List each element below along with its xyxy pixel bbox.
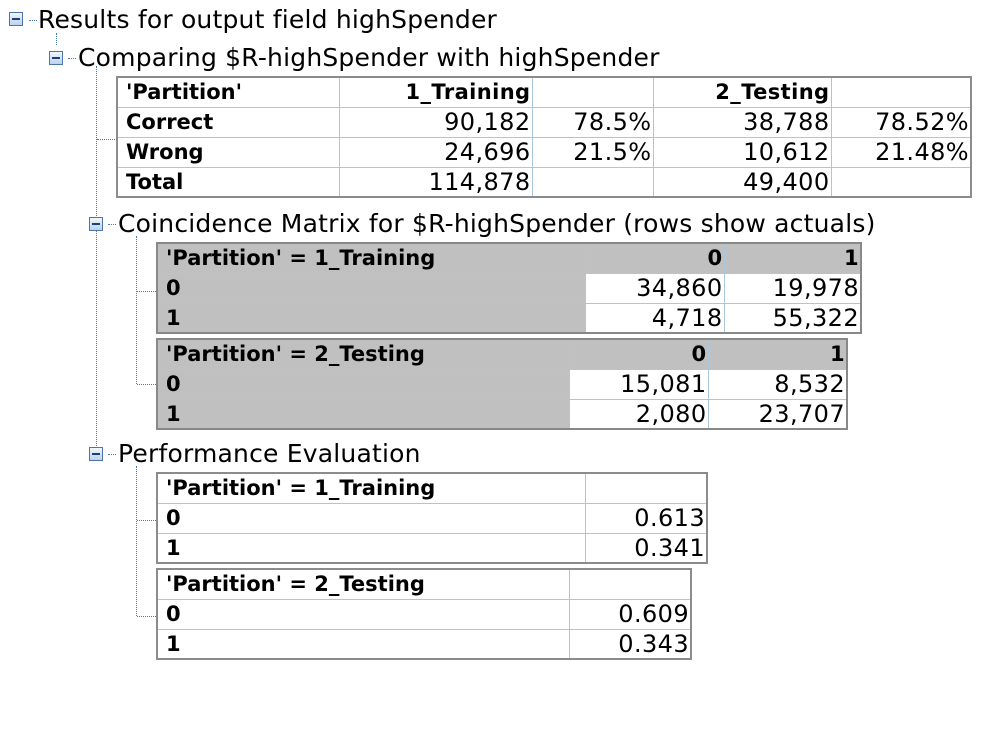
table-header-row: 'Partition' = 1_Training 0 1 bbox=[156, 242, 862, 274]
table-header-row: 'Partition' = 1_Training bbox=[156, 472, 708, 504]
table-header-cell: 'Partition' = 1_Training bbox=[156, 472, 586, 504]
tree-node-results[interactable]: Results for output field highSpender bbox=[38, 5, 498, 34]
tree-line bbox=[108, 224, 116, 225]
table-header-cell: 2_Testing bbox=[652, 76, 832, 108]
row-label: Correct bbox=[116, 106, 340, 138]
collapse-toggle-icon[interactable] bbox=[9, 12, 23, 26]
table-cell: 49,400 bbox=[652, 166, 832, 198]
table-header-row: 'Partition' = 2_Testing 0 1 bbox=[156, 338, 848, 370]
table-cell: 90,182 bbox=[338, 106, 533, 138]
table-cell: 15,081 bbox=[568, 368, 709, 400]
performance-table-training: 'Partition' = 1_Training 0 0.613 1 0.341 bbox=[156, 472, 708, 564]
table-header-row: 'Partition' 1_Training 2_Testing bbox=[116, 76, 972, 108]
tree-line bbox=[96, 66, 97, 454]
table-header-cell bbox=[830, 76, 972, 108]
tree-line bbox=[137, 384, 156, 385]
row-label: 0 bbox=[156, 272, 586, 304]
table-cell: 0.613 bbox=[584, 502, 708, 534]
coincidence-table-testing: 'Partition' = 2_Testing 0 1 0 15,081 8,5… bbox=[156, 338, 848, 430]
table-cell: 0.343 bbox=[568, 628, 692, 660]
tree-line bbox=[136, 466, 137, 616]
tree-line bbox=[56, 33, 57, 45]
table-row: 0 15,081 8,532 bbox=[156, 368, 848, 400]
table-header-cell: 'Partition' = 2_Testing bbox=[156, 338, 570, 370]
table-row: Wrong 24,696 21.5% 10,612 21.48% bbox=[116, 136, 972, 168]
table-cell: 0.341 bbox=[584, 532, 708, 564]
table-cell: 24,696 bbox=[338, 136, 533, 168]
table-header-row: 'Partition' = 2_Testing bbox=[156, 568, 692, 600]
table-header-cell: 1 bbox=[723, 242, 862, 274]
table-cell: 4,718 bbox=[584, 302, 725, 334]
table-cell: 34,860 bbox=[584, 272, 725, 304]
row-label: 1 bbox=[156, 532, 586, 564]
table-cell: 78.52% bbox=[830, 106, 972, 138]
table-cell: 23,707 bbox=[707, 398, 848, 430]
table-row: 1 0.343 bbox=[156, 628, 692, 660]
table-header-cell: 'Partition' = 1_Training bbox=[156, 242, 586, 274]
table-header-cell: 1 bbox=[707, 338, 848, 370]
table-cell: 21.48% bbox=[830, 136, 972, 168]
table-header-cell: 1_Training bbox=[338, 76, 533, 108]
table-cell: 2,080 bbox=[568, 398, 709, 430]
table-cell: 114,878 bbox=[338, 166, 533, 198]
row-label: 1 bbox=[156, 302, 586, 334]
collapse-toggle-icon[interactable] bbox=[89, 447, 103, 461]
row-label: Wrong bbox=[116, 136, 340, 168]
tree-node-comparing[interactable]: Comparing $R-highSpender with highSpende… bbox=[78, 43, 660, 72]
tree-line bbox=[68, 58, 76, 59]
tree-node-coincidence-matrix[interactable]: Coincidence Matrix for $R-highSpender (r… bbox=[118, 209, 876, 238]
table-cell: 38,788 bbox=[652, 106, 832, 138]
comparing-table: 'Partition' 1_Training 2_Testing Correct… bbox=[116, 76, 972, 198]
tree-line bbox=[97, 139, 115, 140]
table-header-cell bbox=[531, 76, 654, 108]
table-cell bbox=[531, 166, 654, 198]
table-header-cell: 'Partition' = 2_Testing bbox=[156, 568, 570, 600]
table-cell: 10,612 bbox=[652, 136, 832, 168]
row-label: 0 bbox=[156, 502, 586, 534]
collapse-toggle-icon[interactable] bbox=[89, 217, 103, 231]
tree-line bbox=[29, 20, 37, 21]
tree-line bbox=[136, 236, 137, 384]
tree-line bbox=[137, 616, 156, 617]
tree-node-performance-evaluation[interactable]: Performance Evaluation bbox=[118, 439, 421, 468]
table-cell: 21.5% bbox=[531, 136, 654, 168]
row-label: Total bbox=[116, 166, 340, 198]
table-header-cell bbox=[568, 568, 692, 600]
row-label: 0 bbox=[156, 368, 570, 400]
table-cell: 78.5% bbox=[531, 106, 654, 138]
table-cell: 55,322 bbox=[723, 302, 862, 334]
table-row: 1 4,718 55,322 bbox=[156, 302, 862, 334]
table-header-cell: 0 bbox=[568, 338, 709, 370]
table-row: 0 0.613 bbox=[156, 502, 708, 534]
table-cell: 8,532 bbox=[707, 368, 848, 400]
table-header-cell: 'Partition' bbox=[116, 76, 340, 108]
table-header-cell: 0 bbox=[584, 242, 725, 274]
table-row: 1 2,080 23,707 bbox=[156, 398, 848, 430]
collapse-toggle-icon[interactable] bbox=[49, 51, 63, 65]
tree-line bbox=[137, 291, 156, 292]
row-label: 0 bbox=[156, 598, 570, 630]
table-cell bbox=[830, 166, 972, 198]
performance-table-testing: 'Partition' = 2_Testing 0 0.609 1 0.343 bbox=[156, 568, 692, 660]
table-row: Correct 90,182 78.5% 38,788 78.52% bbox=[116, 106, 972, 138]
table-header-cell bbox=[584, 472, 708, 504]
table-row: 1 0.341 bbox=[156, 532, 708, 564]
table-cell: 19,978 bbox=[723, 272, 862, 304]
table-row: 0 0.609 bbox=[156, 598, 692, 630]
table-row: 0 34,860 19,978 bbox=[156, 272, 862, 304]
row-label: 1 bbox=[156, 398, 570, 430]
coincidence-table-training: 'Partition' = 1_Training 0 1 0 34,860 19… bbox=[156, 242, 862, 334]
table-row: Total 114,878 49,400 bbox=[116, 166, 972, 198]
tree-line bbox=[137, 520, 156, 521]
row-label: 1 bbox=[156, 628, 570, 660]
tree-line bbox=[108, 454, 116, 455]
table-cell: 0.609 bbox=[568, 598, 692, 630]
